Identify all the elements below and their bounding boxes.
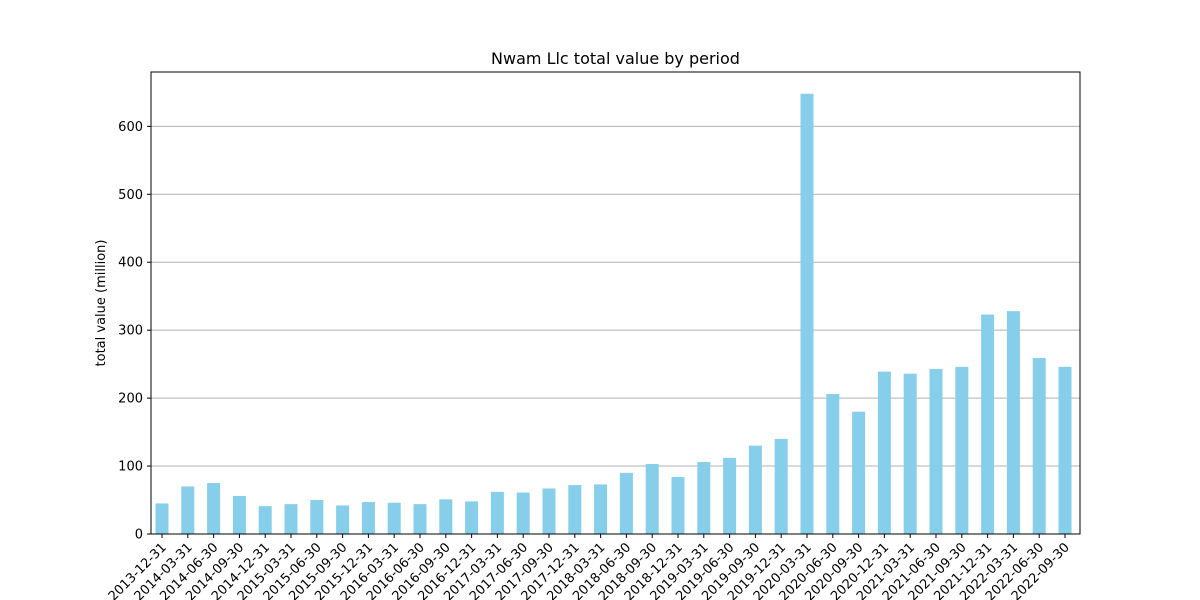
bar [439,499,453,534]
bar [1058,366,1072,534]
bar [671,476,685,534]
y-tick-label: 300 [118,324,143,339]
y-tick-label: 0 [135,528,143,543]
bar [903,373,917,534]
bar [697,461,711,534]
bar [619,472,633,534]
bar [232,495,246,534]
bar [748,445,762,534]
bars [155,93,1072,534]
bar [929,368,943,534]
bar [568,485,582,534]
plot-frame [150,71,1081,535]
bar [1032,358,1046,534]
bar [258,506,272,534]
y-axis-label: total value (million) [94,240,109,367]
bar [594,484,608,534]
y-tick-label: 100 [118,460,143,475]
bar [387,502,401,534]
bar [542,488,556,534]
bar [981,314,995,534]
y-tick-label: 200 [118,392,143,407]
bar [1006,311,1020,534]
bar [284,504,298,534]
y-tick-label: 600 [118,120,143,135]
bar [955,366,969,534]
bar [800,93,814,534]
bar [490,491,504,534]
bar [413,504,427,534]
y-axis: 0 100 200 300 400 500 600 [118,120,151,543]
y-tick-label: 500 [118,188,143,203]
bar [774,438,788,534]
y-tick-label: 400 [118,256,143,271]
gridlines [151,125,1080,467]
bar [181,486,195,534]
bar [310,500,324,534]
chart-title: Nwam Llc total value by period [491,49,740,68]
bar [155,503,169,534]
bar [723,457,737,534]
bar [826,394,840,534]
bar [465,501,479,534]
bar [645,464,659,534]
bar [361,502,375,534]
bar [336,505,350,534]
bar [852,411,866,534]
bar [877,371,891,534]
bar [516,492,530,534]
bar [207,483,221,534]
x-axis: 2013-12-312014-03-312014-06-302014-09-30… [106,534,1073,600]
